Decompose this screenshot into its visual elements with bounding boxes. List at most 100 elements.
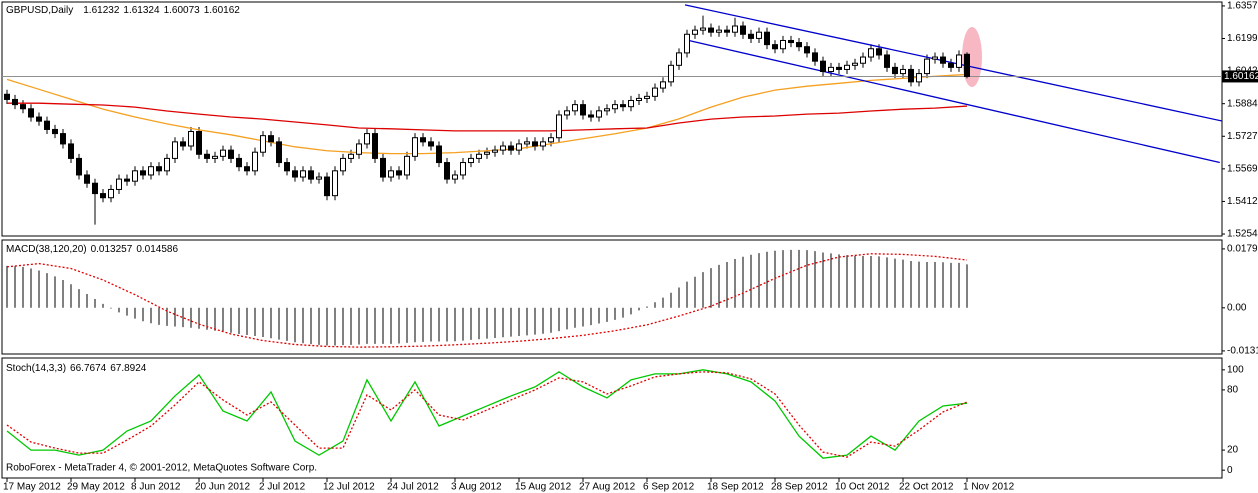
stoch-header: Stoch(14,3,3) 66.7674 67.8924 bbox=[6, 363, 147, 374]
candle-body bbox=[764, 31, 770, 46]
candle-body bbox=[796, 42, 802, 48]
overlay-line bbox=[684, 39, 1220, 164]
candle-body bbox=[116, 178, 122, 190]
price-panel bbox=[1, 1, 1223, 237]
candle-body bbox=[572, 104, 578, 112]
y-tick-label: 0.00 bbox=[1227, 302, 1247, 313]
candle-body bbox=[44, 120, 50, 130]
candle-body bbox=[236, 157, 242, 168]
candle-body bbox=[84, 174, 90, 184]
candle-body bbox=[652, 87, 658, 97]
candle-body bbox=[604, 108, 610, 112]
candle-body bbox=[908, 68, 914, 83]
candle-body bbox=[916, 73, 922, 83]
y-tick-label: 20 bbox=[1227, 445, 1239, 456]
x-tick-label: 20 Jun 2012 bbox=[195, 482, 250, 493]
candle-body bbox=[556, 114, 562, 139]
y-tick-label: 0 bbox=[1227, 465, 1233, 476]
candle-body bbox=[372, 133, 378, 159]
candle-body bbox=[852, 62, 858, 66]
candle-body bbox=[412, 137, 418, 157]
candle-body bbox=[484, 151, 490, 155]
current-price-label: 1.60162 bbox=[1224, 71, 1258, 82]
stoch-line bbox=[6, 371, 968, 458]
candle-body bbox=[172, 141, 178, 159]
signal-value: 67.8924 bbox=[110, 363, 147, 374]
overlay-line bbox=[7, 102, 968, 132]
footer: RoboForex - MetaTrader 4, © 2001-2012, M… bbox=[6, 463, 317, 474]
candle-body bbox=[540, 141, 546, 147]
candle-body bbox=[708, 27, 714, 33]
candle-body bbox=[876, 48, 882, 56]
y-tick-label: 1.54120 bbox=[1227, 196, 1258, 207]
candle-body bbox=[948, 62, 954, 68]
candle-body bbox=[772, 44, 778, 50]
candle-body bbox=[692, 29, 698, 35]
candle-body bbox=[244, 166, 250, 172]
candle-body bbox=[492, 149, 498, 153]
macd-panel bbox=[1, 239, 1223, 355]
candle-body bbox=[404, 155, 410, 176]
candle-body bbox=[396, 170, 402, 176]
candle-body bbox=[476, 153, 482, 159]
candle-body bbox=[756, 31, 762, 39]
candle-body bbox=[596, 110, 602, 118]
candle-body bbox=[452, 174, 458, 180]
candle-body bbox=[364, 133, 370, 145]
overlay-line bbox=[684, 4, 1222, 122]
x-tick-label: 24 Jul 2012 bbox=[387, 482, 439, 493]
candle-body bbox=[900, 68, 906, 75]
candle-body bbox=[716, 29, 722, 33]
candle-body bbox=[276, 141, 282, 164]
candle-body bbox=[444, 162, 450, 180]
stoch-line bbox=[6, 369, 968, 459]
candle-body bbox=[788, 39, 794, 44]
candle-body bbox=[92, 182, 98, 195]
macd-plot bbox=[6, 249, 968, 348]
candle-body bbox=[180, 141, 186, 147]
overlay-line bbox=[6, 73, 968, 155]
candle-body bbox=[76, 157, 82, 176]
candle-body bbox=[140, 170, 146, 176]
candle-body bbox=[860, 56, 866, 64]
candle-body bbox=[428, 141, 434, 147]
candle-body bbox=[436, 145, 442, 164]
candle-body bbox=[380, 157, 386, 178]
candle-body bbox=[884, 54, 890, 68]
candle-body bbox=[108, 188, 114, 199]
x-tick-label: 10 Oct 2012 bbox=[835, 482, 890, 493]
candle-body bbox=[500, 145, 506, 151]
x-tick-label: 1 Nov 2012 bbox=[963, 482, 1015, 493]
candle-body bbox=[532, 141, 538, 147]
x-tick-label: 28 Sep 2012 bbox=[771, 482, 828, 493]
candle-body bbox=[324, 176, 330, 197]
candle-body bbox=[748, 33, 754, 39]
candle-body bbox=[204, 153, 210, 159]
candle-body bbox=[332, 170, 338, 197]
current-price-box bbox=[1222, 70, 1258, 83]
candle-body bbox=[660, 81, 666, 89]
candle-body bbox=[148, 166, 154, 176]
candle-body bbox=[156, 166, 162, 172]
open: 1.61232 bbox=[83, 5, 120, 16]
candle-body bbox=[508, 145, 514, 151]
x-tick-label: 3 Aug 2012 bbox=[451, 482, 502, 493]
candle-body bbox=[516, 143, 522, 151]
candle-body bbox=[524, 141, 530, 145]
x-tick-label: 12 Jul 2012 bbox=[323, 482, 375, 493]
candle-body bbox=[932, 56, 938, 60]
candle-body bbox=[316, 176, 322, 180]
candle-body bbox=[564, 110, 570, 116]
candle-body bbox=[4, 93, 10, 100]
candle-body bbox=[820, 60, 826, 73]
stoch-panel bbox=[1, 357, 1223, 479]
candle-body bbox=[956, 54, 962, 68]
candle-body bbox=[52, 128, 58, 135]
candle-body bbox=[892, 66, 898, 75]
candle-body bbox=[132, 170, 138, 182]
candle-body bbox=[724, 29, 730, 33]
candle-body bbox=[260, 135, 266, 153]
y-tick-label: 1.58845 bbox=[1227, 98, 1258, 109]
candle-body bbox=[356, 143, 362, 155]
